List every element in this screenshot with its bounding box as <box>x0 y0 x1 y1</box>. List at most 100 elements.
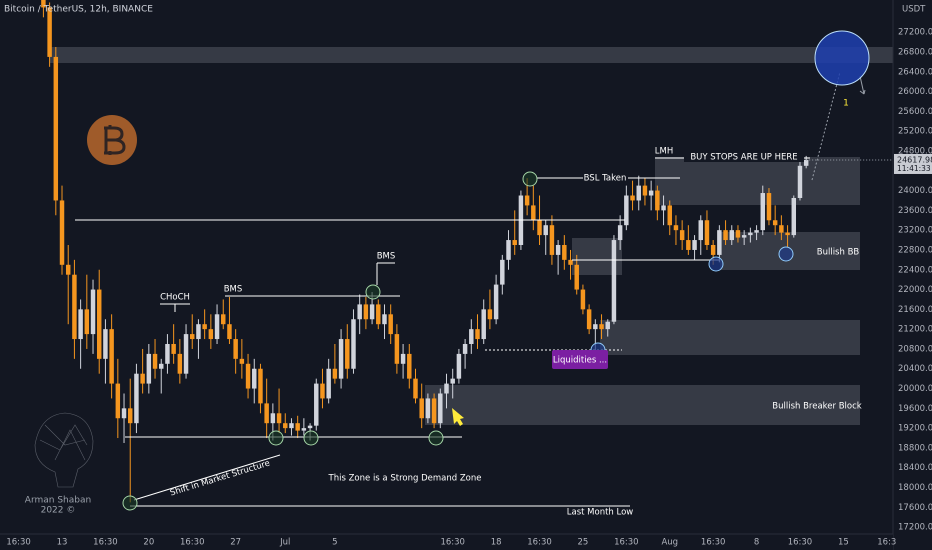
candle-body <box>382 314 387 325</box>
bms-label: BMS <box>224 285 243 295</box>
y-tick-label: 17200.00 <box>898 523 932 533</box>
author: Arman Shaban <box>25 496 91 506</box>
x-tick-label: 16:30 <box>527 538 552 548</box>
candle-body <box>549 225 555 255</box>
y-tick-label: 25200.00 <box>898 127 932 137</box>
candle-body <box>450 378 455 384</box>
candle-body <box>605 321 610 330</box>
candle-body <box>301 428 307 431</box>
candle-body <box>177 353 183 374</box>
candle-body <box>661 205 666 211</box>
y-tick-label: 22400.00 <box>898 265 932 275</box>
candle-body <box>363 304 369 320</box>
candle-body <box>568 259 573 265</box>
candle-body <box>754 230 759 233</box>
candle-body <box>245 363 251 389</box>
candle-body <box>741 235 747 238</box>
candle-body <box>531 205 536 221</box>
candle-body <box>766 193 772 221</box>
bsl-label: BSL Taken <box>584 174 627 184</box>
y-tick-label: 26400.00 <box>898 67 932 77</box>
y-tick-label: 21200.00 <box>898 325 932 335</box>
candle-body <box>475 329 480 340</box>
y-tick-label: 21600.00 <box>898 305 932 315</box>
price-axis <box>893 0 932 550</box>
candle-body <box>407 353 412 379</box>
candle-body <box>264 403 269 424</box>
candle-body <box>729 230 734 241</box>
candle-body <box>673 225 679 231</box>
marker <box>122 495 138 511</box>
x-tick-label: 16:30 <box>788 538 813 548</box>
candle-body <box>270 413 276 424</box>
candle-body <box>84 309 90 335</box>
candle-body <box>444 383 449 394</box>
x-tick-label: 16:3 <box>877 538 896 548</box>
candle-body <box>698 220 703 241</box>
arrow <box>859 75 866 95</box>
candle-body <box>127 408 133 424</box>
shift-line <box>133 454 281 501</box>
candle-body <box>506 240 511 260</box>
candle-body <box>636 185 641 201</box>
candle-body <box>562 245 567 260</box>
candle-body <box>221 314 226 325</box>
candle-body <box>413 378 418 399</box>
x-tick-label: 18 <box>491 538 502 548</box>
candle-body <box>735 230 741 238</box>
candle-body <box>314 383 319 426</box>
candle-body <box>146 353 152 384</box>
copyright: 2022 © <box>41 506 76 516</box>
marker <box>778 246 794 262</box>
ticks: 27200.00 26800.00 26400.00 26000.00 25600.00… <box>6 28 932 548</box>
y-tick-label: 20400.00 <box>898 364 932 374</box>
x-tick-label: 13 <box>57 538 68 548</box>
candle-body <box>760 193 766 231</box>
price-badge-bg <box>894 153 932 174</box>
candle-body <box>599 324 604 330</box>
y-tick-label: 25600.00 <box>898 107 932 117</box>
choch-label: CHoCH <box>160 293 190 303</box>
candle-body <box>208 329 214 340</box>
candle-body <box>394 334 400 364</box>
x-tick-label: 16:30 <box>93 538 118 548</box>
candle-body <box>493 284 499 320</box>
yellow-arrow <box>452 408 464 426</box>
candle-body <box>425 398 431 419</box>
candle-body <box>803 159 809 166</box>
candle-body <box>791 197 797 236</box>
y-tick-label: 22000.00 <box>898 285 932 295</box>
y-tick-label: 19600.00 <box>898 404 932 414</box>
candle-body <box>555 245 561 255</box>
candle-body <box>779 225 784 233</box>
marker <box>365 284 381 300</box>
candle-body <box>165 343 170 364</box>
x-tick-label: Aug <box>661 538 678 548</box>
zone <box>600 320 860 355</box>
y-tick-label: 23200.00 <box>898 226 932 236</box>
y-tick-label: 27200.00 <box>898 28 932 38</box>
breaker-block-zone <box>425 385 860 425</box>
candle-body <box>524 195 530 206</box>
candle-body <box>258 368 263 404</box>
candle-body <box>96 289 102 359</box>
candle-body <box>276 413 282 424</box>
marker <box>268 430 284 446</box>
lmh-label: LMH <box>655 147 673 157</box>
candle-body <box>617 225 623 241</box>
candle-body <box>772 220 778 226</box>
candle-body <box>109 329 114 384</box>
candle-body <box>537 220 542 236</box>
x-tick-label: 16:30 <box>6 538 31 548</box>
candle-body <box>642 185 648 196</box>
candle-body <box>214 314 220 340</box>
candle-body <box>183 334 189 374</box>
candle-body <box>611 240 617 322</box>
y-tick-label: 17600.00 <box>898 503 932 513</box>
candle-body <box>456 353 462 379</box>
candle-body <box>481 309 486 340</box>
candle-body <box>369 304 375 320</box>
candle-body <box>748 232 753 236</box>
x-tick-label: 25 <box>578 538 589 548</box>
